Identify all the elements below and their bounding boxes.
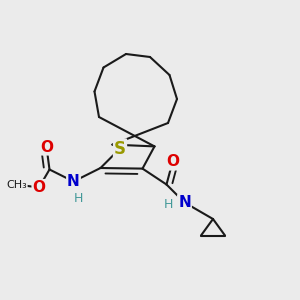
Text: O: O [166,154,179,169]
Text: N: N [67,174,80,189]
Text: O: O [32,180,46,195]
Text: H: H [164,197,174,211]
Text: CH₃: CH₃ [6,179,27,190]
Text: O: O [40,140,53,154]
Text: N: N [178,195,191,210]
Text: H: H [73,191,83,205]
Text: S: S [114,140,126,158]
